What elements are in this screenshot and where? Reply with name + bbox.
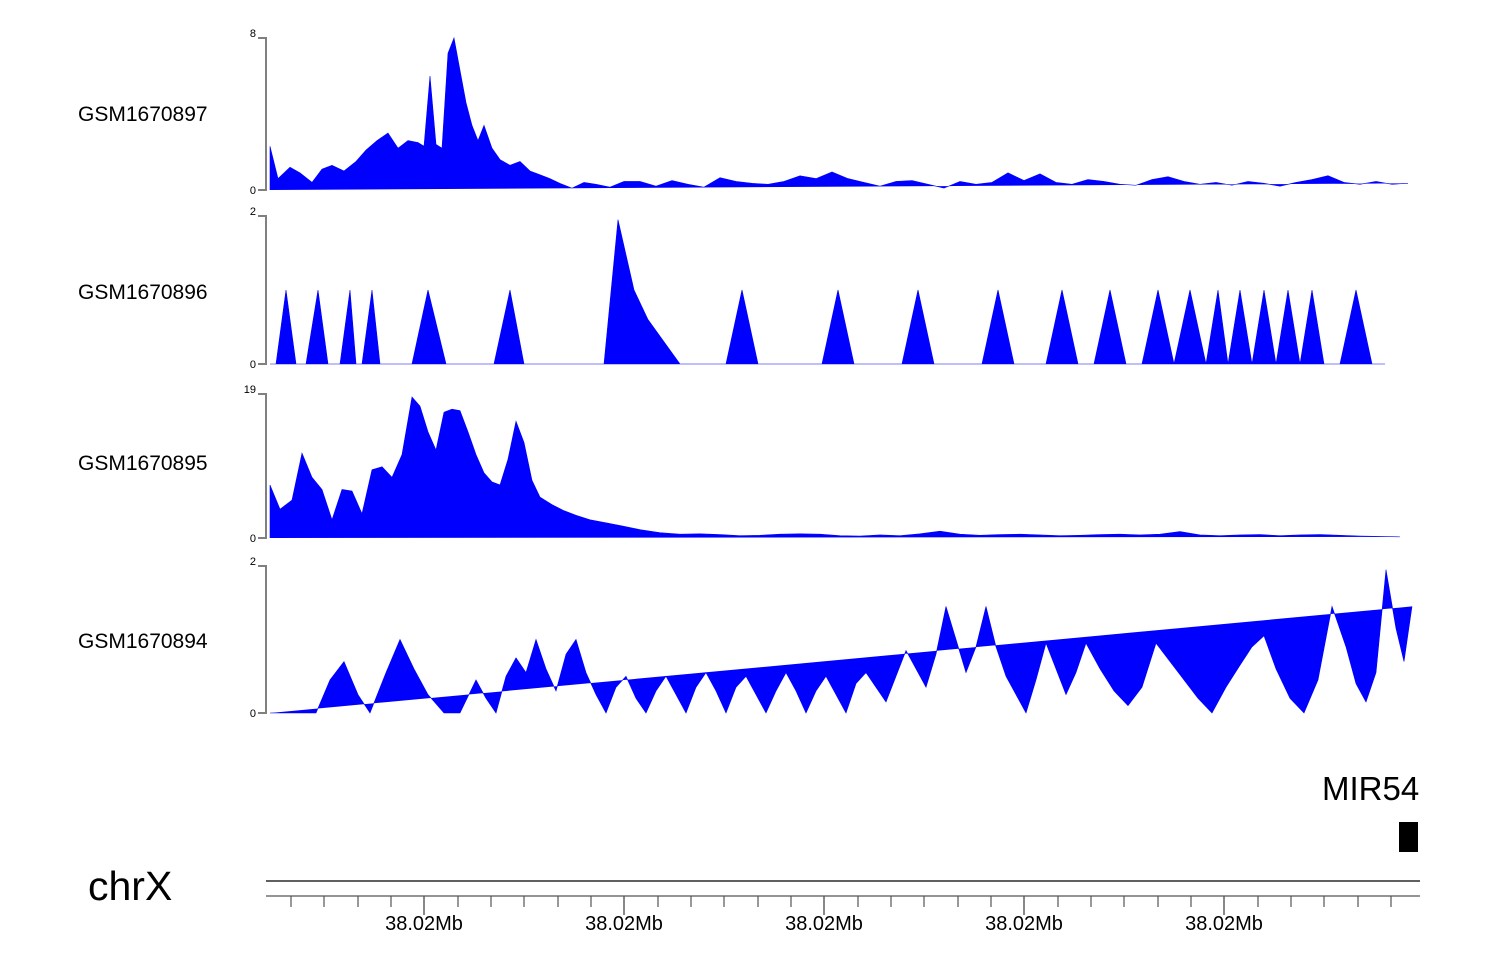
plot-area-gsm1670896[interactable] — [258, 211, 1428, 369]
axis-max-gsm1670894: 2 — [249, 556, 256, 568]
track-label-gsm1670894: GSM1670894 — [78, 630, 208, 653]
coverage-area-gsm1670894 — [270, 569, 1413, 714]
ruler-tick-label: 38.02Mb — [1185, 913, 1263, 935]
coverage-area-gsm1670896 — [270, 219, 1385, 365]
track-label-gsm1670896: GSM1670896 — [78, 281, 208, 304]
axis-min-gsm1670894: 0 — [249, 708, 256, 720]
track-label-gsm1670895: GSM1670895 — [78, 452, 208, 475]
axis-min-gsm1670896: 0 — [249, 359, 256, 371]
track-label-gsm1670897: GSM1670897 — [78, 103, 208, 126]
coverage-area-gsm1670897 — [269, 36, 1409, 190]
ruler-tick-label: 38.02Mb — [585, 913, 663, 935]
plot-area-gsm1670895[interactable] — [258, 389, 1428, 543]
ruler-tick-label: 38.02Mb — [785, 913, 863, 935]
axis-max-gsm1670895: 19 — [243, 384, 256, 396]
coverage-area-gsm1670895 — [269, 396, 1401, 538]
ruler-tick-label: 38.02Mb — [985, 913, 1063, 935]
gene-label-mir54[interactable]: MIR54 — [1322, 770, 1420, 807]
axis-max-gsm1670896: 2 — [249, 206, 256, 218]
plot-area-gsm1670897[interactable] — [258, 33, 1428, 195]
ruler-tick-label: 38.02Mb — [385, 913, 463, 935]
plot-area-gsm1670894[interactable] — [258, 561, 1428, 718]
chromosome-label: chrX — [88, 863, 173, 909]
axis-min-gsm1670895: 0 — [249, 533, 256, 545]
axis-max-gsm1670897: 8 — [249, 28, 256, 40]
gene-feature-block[interactable] — [1399, 822, 1418, 852]
axis-min-gsm1670897: 0 — [249, 185, 256, 197]
genome-ruler[interactable] — [0, 870, 1500, 920]
